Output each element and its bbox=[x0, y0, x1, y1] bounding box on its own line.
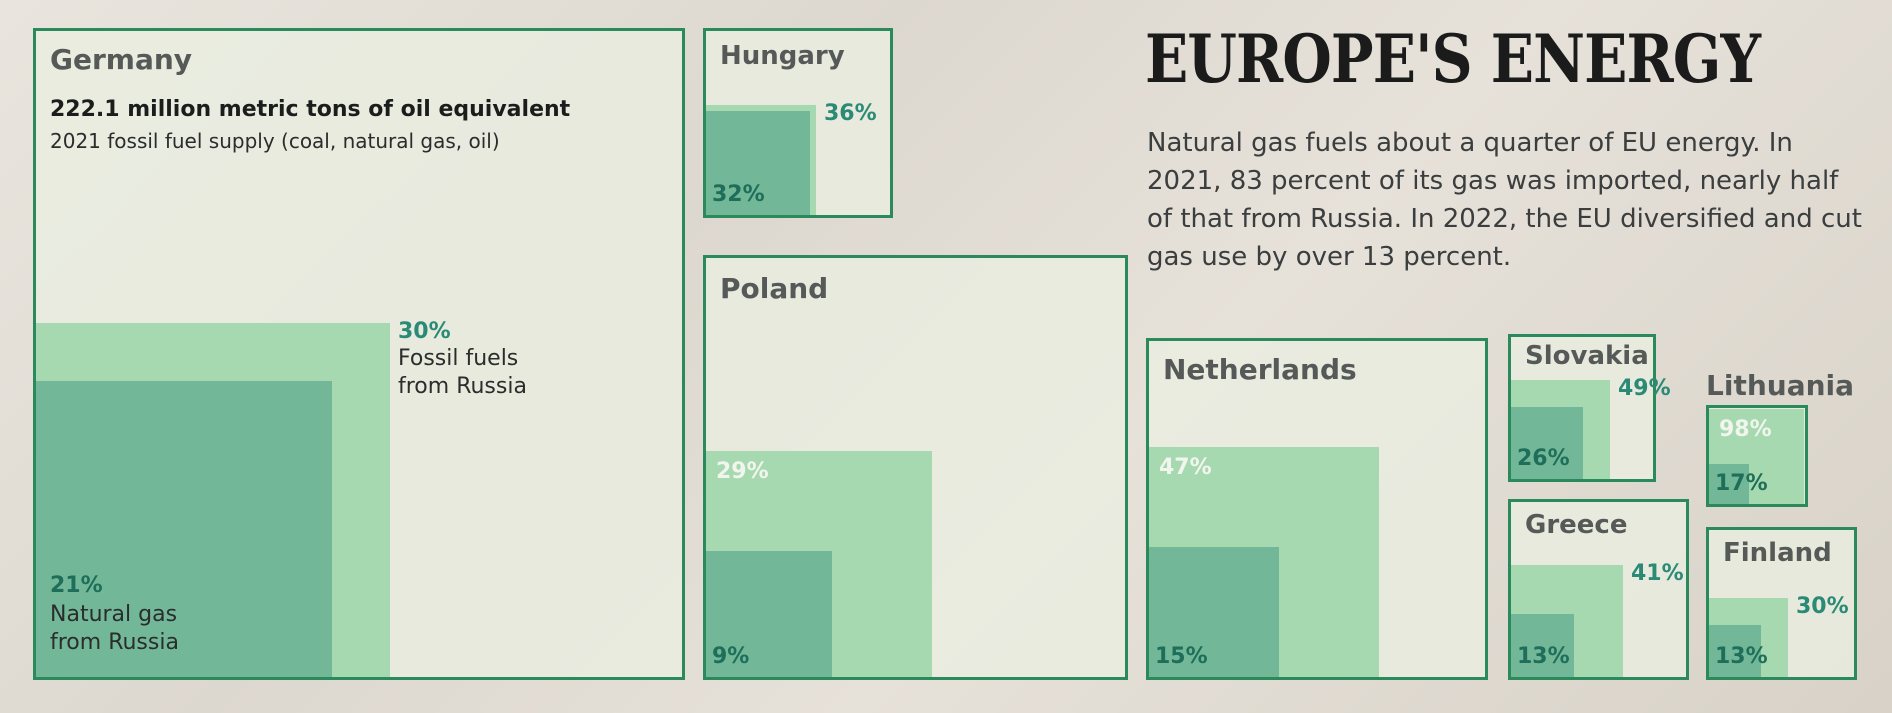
pct-gas-germany: 21% bbox=[50, 573, 103, 598]
bar-gas-poland bbox=[706, 551, 832, 677]
country-label-poland: Poland bbox=[720, 272, 829, 305]
country-label-lithuania: Lithuania bbox=[1706, 369, 1855, 402]
country-label-slovakia: Slovakia bbox=[1525, 341, 1649, 371]
bar-gas-germany bbox=[36, 381, 332, 677]
pct-fossil-germany: 30% bbox=[398, 319, 451, 344]
country-label-netherlands: Netherlands bbox=[1163, 353, 1357, 386]
pct-gas-poland: 9% bbox=[712, 644, 750, 669]
panel-finland: Finland 30% 13% bbox=[1706, 527, 1857, 680]
bar-gas-greece bbox=[1511, 614, 1574, 677]
panel-slovakia: Slovakia 49% 26% bbox=[1508, 334, 1671, 482]
bar-gas-netherlands bbox=[1149, 547, 1279, 677]
panel-greece: Greece 41% 13% bbox=[1508, 499, 1689, 680]
country-label-hungary: Hungary bbox=[720, 41, 845, 71]
chart-subtitle: Natural gas fuels about a quarter of EU … bbox=[1147, 128, 1862, 272]
panel-poland: Poland 29% 9% bbox=[703, 255, 1128, 680]
panel-hungary: Hungary 36% 32% bbox=[703, 28, 893, 218]
panel-germany: Germany 30% 21% 222.1 million metric tons o… bbox=[33, 28, 685, 680]
pct-gas-netherlands: 15% bbox=[1155, 644, 1208, 669]
pct-fossil-lithuania: 98% bbox=[1719, 417, 1772, 442]
measure-note: 2021 fossil fuel supply (coal, natural g… bbox=[50, 129, 500, 153]
country-label-greece: Greece bbox=[1525, 510, 1628, 540]
panel-lithuania: 98% 17% bbox=[1706, 405, 1808, 507]
measure-title: 222.1 million metric tons of oil equival… bbox=[50, 97, 571, 122]
pct-gas-slovakia: 26% bbox=[1517, 446, 1570, 471]
country-label-finland: Finland bbox=[1723, 538, 1832, 568]
bar-gas-lithuania bbox=[1709, 464, 1749, 504]
panel-netherlands: Netherlands 47% 15% bbox=[1146, 338, 1488, 680]
country-label-germany: Germany bbox=[50, 43, 193, 76]
pct-gas-finland: 13% bbox=[1715, 644, 1768, 669]
bar-gas-slovakia bbox=[1511, 407, 1583, 479]
chart-title: EUROPE'S ENERGY bbox=[1145, 20, 1761, 98]
pct-fossil-poland: 29% bbox=[716, 459, 769, 484]
pct-fossil-slovakia: 49% bbox=[1618, 376, 1671, 401]
pct-fossil-greece: 41% bbox=[1631, 561, 1684, 586]
pct-fossil-hungary: 36% bbox=[824, 101, 877, 126]
series-label-fossil: Fossil fuels from Russia bbox=[398, 346, 527, 399]
bar-gas-hungary bbox=[706, 111, 810, 215]
pct-fossil-netherlands: 47% bbox=[1159, 455, 1212, 480]
pct-gas-greece: 13% bbox=[1517, 644, 1570, 669]
bar-gas-finland bbox=[1709, 625, 1761, 677]
pct-gas-lithuania: 17% bbox=[1715, 471, 1768, 496]
pct-gas-hungary: 32% bbox=[712, 182, 765, 207]
series-label-gas: Natural gas from Russia bbox=[50, 602, 179, 655]
pct-fossil-finland: 30% bbox=[1796, 594, 1849, 619]
